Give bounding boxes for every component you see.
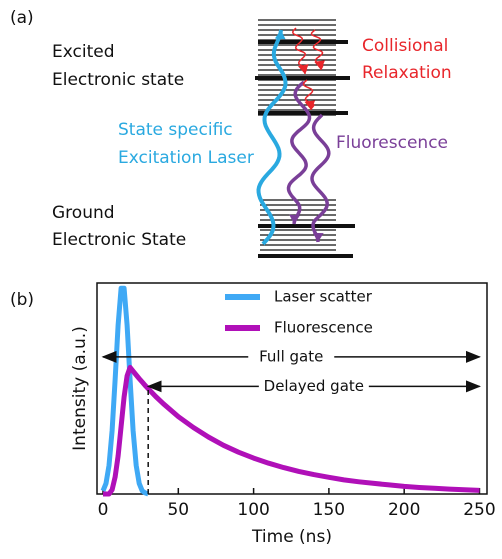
panel-label: (a) <box>10 8 34 28</box>
x-tick-label: 200 <box>388 500 420 520</box>
relaxation-arrow-head <box>314 60 326 70</box>
x-tick-label: 250 <box>463 500 495 520</box>
relaxation-label: Relaxation <box>362 63 452 83</box>
series-line <box>100 285 150 497</box>
gate-label: Delayed gate <box>264 377 364 395</box>
state-label: Electronic state <box>52 70 184 90</box>
fluorescence-label: Fluorescence <box>336 133 448 153</box>
legend-label: Laser scatter <box>274 288 373 306</box>
state-label: Excited <box>52 42 115 62</box>
relaxation-arrow-head <box>304 100 316 110</box>
excitation-label: State specific <box>118 120 233 140</box>
y-axis-label: Intensity (a.u.) <box>70 326 90 451</box>
fluorescence-arrow <box>286 80 312 225</box>
panel-label: (b) <box>10 290 34 310</box>
state-label: Ground <box>52 203 115 223</box>
gate-label-bg <box>248 345 335 368</box>
relaxation-arrow <box>302 79 315 110</box>
legend-label: Fluorescence <box>274 319 373 337</box>
x-tick-label: 50 <box>167 500 189 520</box>
relaxation-label: Collisional <box>362 36 448 56</box>
chart: 0 50 100 150 200 250 Time (ns) Intensity (a.u.)… <box>70 282 496 547</box>
x-tick-label: 100 <box>237 500 269 520</box>
gate-label-bg <box>258 375 369 398</box>
x-tick-label: 150 <box>313 500 345 520</box>
gate-label: Full gate <box>259 347 323 365</box>
fluorescence-arrow-head <box>312 232 324 242</box>
fluorescence-arrow <box>310 113 331 243</box>
fluorescence-arrow-head <box>289 214 301 224</box>
excitation-arrow-head <box>274 30 286 40</box>
excitation-arrow <box>256 29 288 246</box>
series-line <box>103 364 480 497</box>
energy-diagram <box>255 19 355 258</box>
x-axis-label: Time (ns) <box>251 527 332 547</box>
x-tick-label: 0 <box>98 500 109 520</box>
state-label: Electronic State <box>52 230 186 250</box>
excitation-label: Excitation Laser <box>118 148 254 168</box>
relaxation-arrow-head <box>297 64 309 74</box>
plot-frame <box>96 282 488 495</box>
